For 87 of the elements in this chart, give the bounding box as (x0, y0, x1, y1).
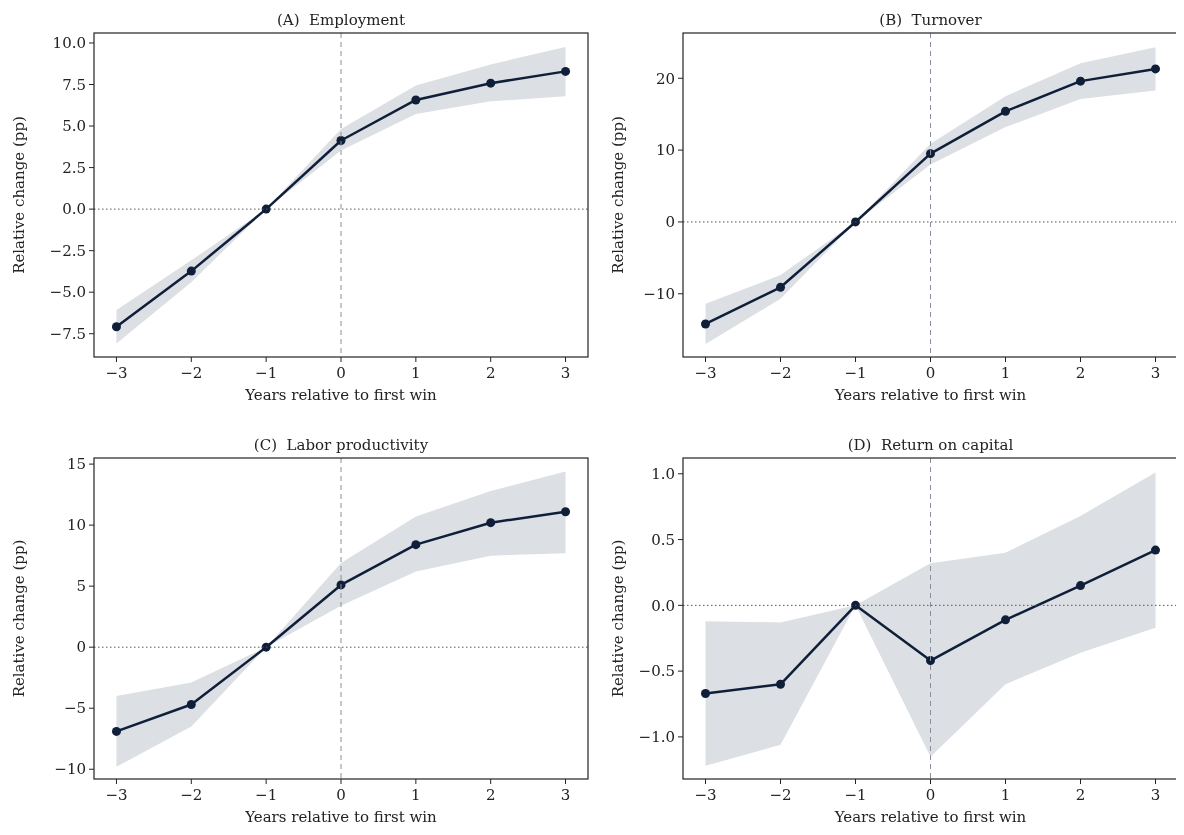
point (701, 688, 710, 698)
x-tick-label: −1 (844, 786, 867, 804)
y-tick-label: 10 (66, 516, 86, 535)
point (411, 540, 421, 550)
point (261, 642, 271, 652)
x-axis-title: Years relative to first win (244, 808, 438, 826)
y-tick-label: 10 (655, 141, 675, 160)
chart-title: (B) Turnover (879, 11, 983, 29)
x-tick-label: 2 (485, 364, 496, 382)
x-tick-label: −3 (694, 364, 717, 382)
x-tick-label: 0 (336, 786, 346, 804)
y-tick-label: −5.0 (49, 283, 86, 302)
y-tick-label: 5 (76, 577, 86, 596)
y-axis-title: Relative change (pp) (609, 116, 627, 274)
y-axis-title: Relative change (pp) (609, 539, 627, 698)
y-tick-label: −0.5 (638, 662, 675, 681)
point (561, 507, 571, 517)
y-tick-label: 0 (76, 638, 86, 657)
point (411, 95, 421, 105)
x-tick-label: 2 (485, 786, 496, 804)
x-tick-label: 2 (1075, 786, 1086, 804)
y-tick-label: −10 (643, 285, 675, 304)
x-tick-label: 0 (925, 786, 936, 804)
x-tick-label: 3 (560, 364, 571, 382)
y-tick-label: 0.5 (651, 530, 675, 549)
point (1076, 581, 1085, 591)
y-tick-label: −2.5 (49, 241, 86, 260)
point (701, 319, 710, 329)
point (1001, 615, 1010, 625)
x-tick-label: 0 (336, 364, 346, 382)
x-tick-label: 1 (411, 786, 421, 804)
y-tick-label: 1.0 (651, 465, 675, 484)
x-tick-label: −2 (769, 364, 792, 382)
x-tick-label: −1 (255, 786, 278, 804)
x-tick-label: 2 (1075, 364, 1086, 382)
x-tick-label: −1 (844, 364, 867, 382)
y-tick-label: 7.5 (62, 75, 86, 94)
chart-title: (D) Return on capital (847, 436, 1014, 454)
point (186, 266, 196, 276)
x-tick-label: 3 (1150, 786, 1161, 804)
x-tick-label: −3 (105, 364, 128, 382)
chart-title: (C) Labor productivity (253, 436, 429, 454)
point (111, 726, 121, 736)
chart-title: (A) Employment (277, 11, 405, 29)
y-tick-label: 0.0 (651, 596, 675, 615)
x-tick-label: 3 (560, 786, 571, 804)
y-tick-label: 20 (655, 69, 675, 88)
y-tick-label: −5 (63, 699, 86, 718)
x-tick-label: 3 (1150, 364, 1161, 382)
x-tick-label: 1 (1000, 364, 1011, 382)
y-axis-title: Relative change (pp) (10, 116, 28, 274)
x-tick-label: 1 (411, 364, 421, 382)
y-tick-label: 5.0 (62, 117, 86, 136)
point (776, 282, 785, 292)
x-tick-label: −1 (255, 364, 278, 382)
point (486, 518, 496, 528)
point (1076, 76, 1085, 86)
y-tick-label: 10.0 (52, 34, 86, 53)
x-tick-label: −2 (180, 364, 203, 382)
y-tick-label: −1.0 (638, 728, 675, 747)
y-tick-label: 0 (665, 213, 675, 232)
point (1151, 64, 1160, 74)
x-tick-label: 0 (925, 364, 936, 382)
x-axis-title: Years relative to first win (833, 386, 1027, 404)
point (776, 679, 785, 689)
point (926, 656, 935, 666)
x-tick-label: −3 (105, 786, 128, 804)
y-tick-label: 15 (66, 455, 86, 474)
y-axis-title: Relative change (pp) (10, 539, 28, 698)
x-tick-label: −3 (694, 786, 717, 804)
point (926, 149, 935, 159)
x-tick-label: 1 (1000, 786, 1011, 804)
y-tick-label: −7.5 (49, 324, 86, 343)
y-tick-label: 2.5 (62, 158, 86, 177)
x-axis-title: Years relative to first win (244, 386, 438, 404)
point (486, 78, 496, 88)
x-axis-title: Years relative to first win (833, 808, 1027, 826)
x-tick-label: −2 (180, 786, 203, 804)
point (111, 322, 121, 332)
y-tick-label: −10 (54, 760, 86, 779)
y-tick-label: 0.0 (62, 200, 86, 219)
point (1151, 545, 1160, 555)
x-tick-label: −2 (769, 786, 792, 804)
point (851, 600, 860, 610)
point (561, 66, 571, 76)
point (186, 700, 196, 710)
point (1001, 106, 1010, 116)
